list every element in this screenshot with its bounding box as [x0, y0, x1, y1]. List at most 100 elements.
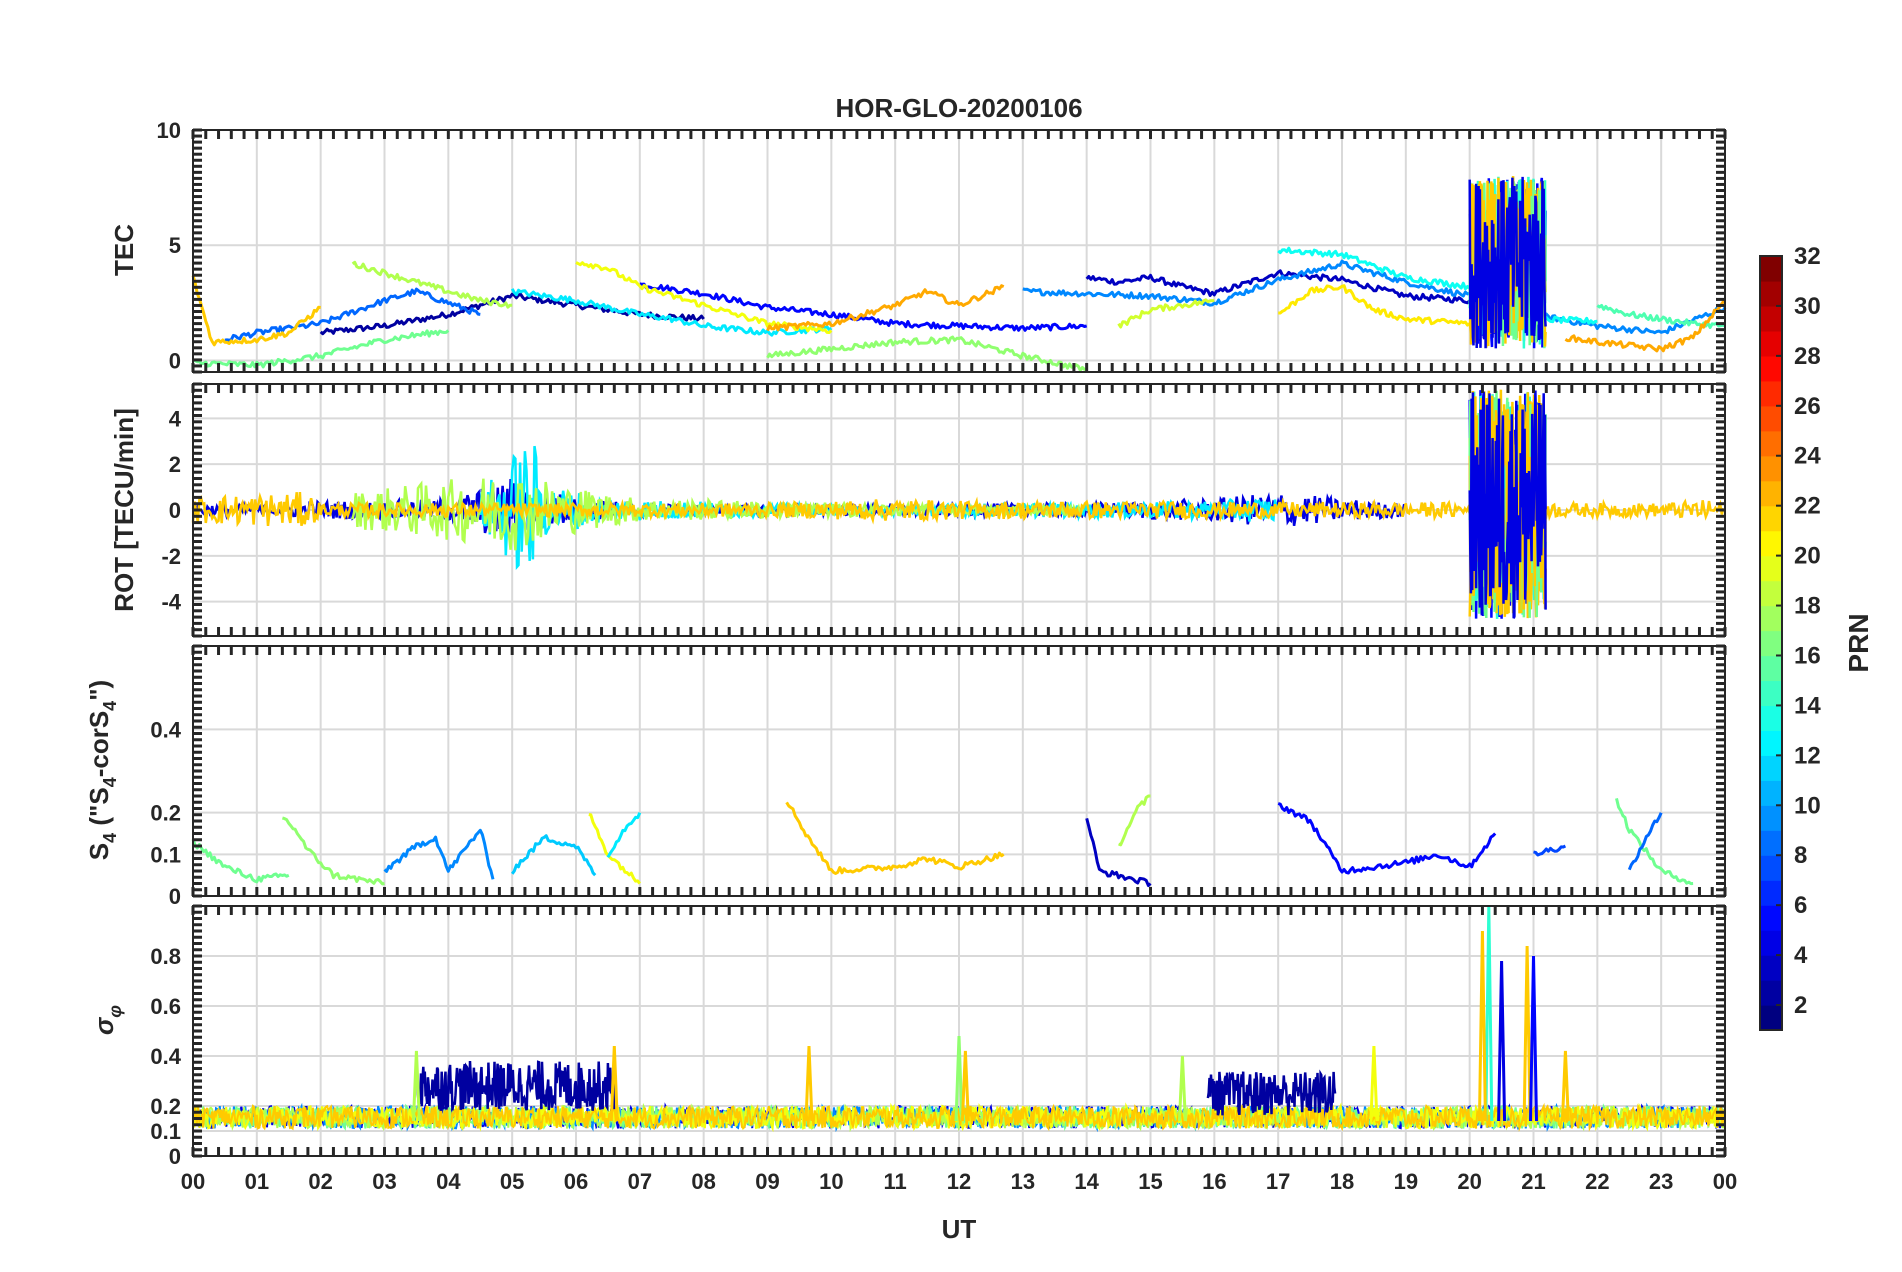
series-prn-5: [639, 282, 1088, 332]
series-prn-21: [1278, 284, 1471, 327]
colorbar-segment: [1760, 855, 1782, 881]
y-tick-label: 0: [169, 348, 181, 373]
x-tick-label: 02: [308, 1169, 332, 1194]
series-prn-17: [766, 335, 1087, 372]
x-tick-label: 17: [1266, 1169, 1290, 1194]
series-prn-22: [192, 1102, 1726, 1132]
spike-prn-5: [1529, 955, 1538, 1122]
series-prn-17: [281, 816, 385, 886]
y-axis-label: S4 ("S4-corS4"): [84, 680, 120, 860]
colorbar-tick-label: 26: [1794, 393, 1821, 420]
panel-3: 0 0.1 0.2 0.4 S4 ("S4-corS4"): [84, 644, 1727, 909]
colorbar-segment: [1760, 455, 1782, 482]
colorbar-segment: [1760, 555, 1782, 582]
colorbar-segment: [1760, 980, 1782, 1006]
tick-marks: [191, 904, 1727, 1158]
x-tick-label: 01: [245, 1169, 269, 1194]
series-prn-9: [383, 828, 495, 880]
x-tick-label: 10: [819, 1169, 843, 1194]
x-tick-label: 18: [1330, 1169, 1354, 1194]
series-prn-20: [588, 813, 641, 885]
band-prn-2: [1206, 1069, 1337, 1116]
y-tick-label: 0.8: [150, 944, 181, 969]
colorbar-tick-label: 32: [1794, 243, 1821, 270]
spike-prn-18: [1177, 1055, 1187, 1122]
colorbar-segment: [1760, 655, 1782, 682]
y-tick-label: 0.1: [150, 842, 181, 867]
colorbar-segment: [1760, 405, 1782, 432]
colorbar-segment: [1760, 905, 1782, 931]
y-tick-label: 5: [169, 233, 181, 258]
y-tick-label: 0.4: [150, 717, 181, 742]
colorbar-segment: [1760, 380, 1782, 407]
colorbar-tick-label: 22: [1794, 493, 1821, 520]
colorbar-tick-label: 16: [1794, 642, 1821, 669]
series-prn-3: [1085, 818, 1152, 888]
colorbar-tick-label: 2: [1794, 992, 1807, 1019]
y-axis-label-part: 4: [100, 701, 120, 711]
colorbar-tick-label: 6: [1794, 892, 1807, 919]
colorbar-segment: [1760, 280, 1782, 307]
x-tick-label: 09: [755, 1169, 779, 1194]
panel-2: -4 -2 0 2 4 ROT [TECU/min]: [109, 382, 1727, 638]
burst-prn-4: [1468, 390, 1547, 619]
y-tick-label: 0.6: [150, 994, 181, 1019]
spike-prn-22: [804, 1045, 814, 1122]
y-tick-label: 4: [169, 406, 182, 431]
series-group: [191, 176, 1727, 372]
colorbar-segment: [1760, 930, 1782, 956]
colorbar-tick-label: 24: [1794, 443, 1821, 470]
colorbar-tick-label: 20: [1794, 543, 1821, 570]
spike-prn-22: [1560, 1050, 1570, 1122]
series-prn-16: [191, 838, 290, 884]
y-axis-label-part: 4: [100, 777, 120, 787]
spike-prn-22: [960, 1050, 970, 1122]
colorbar-segment: [1760, 780, 1782, 806]
series-prn-8: [1627, 812, 1663, 871]
spike-prn-22: [609, 1045, 619, 1122]
y-tick-label: 0.2: [150, 801, 181, 826]
panel-4: 00.10.2 0.4 0.6 0.8 σφ: [89, 904, 1727, 1169]
colorbar-segment: [1760, 256, 1782, 282]
x-tick-label: 11: [884, 1169, 907, 1194]
x-tick-label: 22: [1585, 1169, 1609, 1194]
y-axis-label: ROT [TECU/min]: [109, 408, 139, 612]
x-tick-label: 15: [1138, 1169, 1162, 1194]
y-axis-label-part: φ: [105, 1005, 125, 1018]
series-prn-11: [511, 834, 597, 877]
series-prn-7: [1533, 844, 1567, 857]
panel-1: 0 5 10 TEC: [109, 118, 1727, 374]
x-tick-label: 21: [1521, 1169, 1545, 1194]
series-prn-22: [191, 492, 1725, 528]
x-tick-label: 19: [1394, 1169, 1418, 1194]
y-axis-label-part: σ: [89, 1016, 119, 1035]
colorbar-segment: [1760, 880, 1782, 906]
x-tick-label: 13: [1011, 1169, 1035, 1194]
x-tick-label: 12: [947, 1169, 971, 1194]
y-tick-label: 0: [169, 884, 181, 909]
colorbar-segment: [1760, 605, 1782, 632]
burst-prn-4: [1468, 176, 1547, 349]
colorbar-segment: [1760, 505, 1782, 532]
x-tick-label: 14: [1074, 1169, 1099, 1194]
x-tick-label: 20: [1457, 1169, 1481, 1194]
tick-marks: [191, 644, 1727, 898]
colorbar-frame: [1759, 255, 1783, 1031]
spike-prn-18: [411, 1050, 421, 1122]
colorbar-segment: [1760, 705, 1782, 731]
series-group: [192, 905, 1726, 1133]
series-prn-23: [1564, 299, 1726, 353]
series-prn-22: [191, 275, 321, 347]
colorbar-tick-label: 10: [1794, 792, 1821, 819]
y-axis-label-part: 4: [100, 833, 120, 843]
colorbar-segment: [1760, 805, 1782, 831]
y-tick-label: 2: [169, 452, 181, 477]
y-axis-label-part: -corS: [84, 711, 114, 777]
colorbar-segment: [1760, 305, 1782, 332]
series-prn-23: [766, 284, 1005, 332]
x-axis-label: UT: [942, 1214, 977, 1244]
x-tick-label: 23: [1649, 1169, 1673, 1194]
